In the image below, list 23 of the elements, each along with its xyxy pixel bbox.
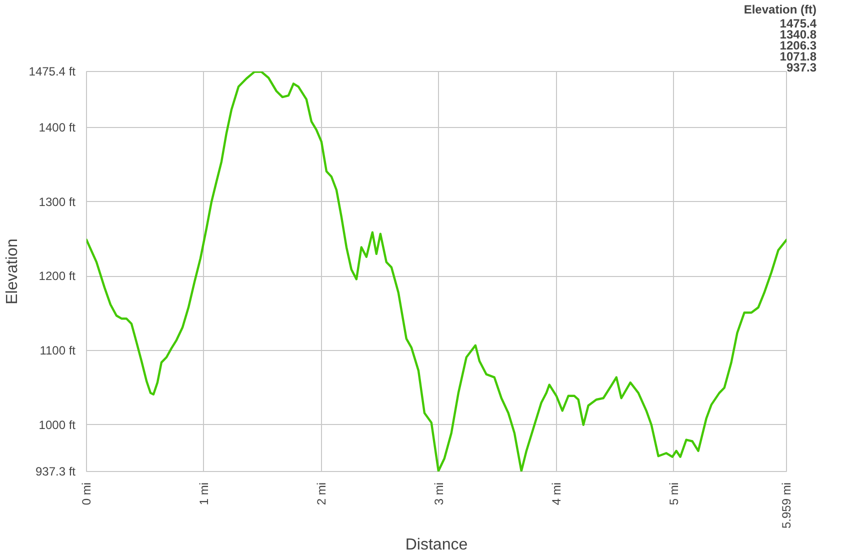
x-tick-label: 1 mi bbox=[196, 482, 211, 506]
x-tick-label: 0 mi bbox=[80, 482, 94, 506]
text: 1475.4 bbox=[780, 16, 817, 30]
y-tick-label: 1300 ft bbox=[38, 194, 76, 209]
text: 1206.3 bbox=[780, 38, 817, 52]
y-tick-label: 937.3 ft bbox=[35, 464, 76, 478]
x-tick-label: 5.959 mi bbox=[780, 482, 794, 529]
line-series bbox=[86, 72, 786, 472]
text: Elevation (ft) bbox=[744, 2, 817, 16]
y-tick-label: 1475.4 ft bbox=[28, 64, 76, 78]
text: 1071.8 bbox=[780, 50, 817, 64]
y-tick-label: 1100 ft bbox=[40, 344, 76, 358]
text: 937.3 bbox=[786, 60, 817, 74]
x-tick-label: 5 mi bbox=[666, 482, 681, 506]
y-tick-label: 1400 ft bbox=[38, 120, 76, 135]
y-axis-title: Elevation bbox=[4, 238, 21, 304]
x-tick-label: 3 mi bbox=[432, 482, 446, 506]
y-tick-label: 1000 ft bbox=[38, 418, 76, 432]
x-tick-label: 4 mi bbox=[549, 482, 564, 506]
y-tick-label: 1200 ft bbox=[38, 269, 76, 284]
text: 1340.8 bbox=[780, 28, 817, 42]
x-axis-title: Distance bbox=[405, 536, 468, 554]
x-tick-label: 2 mi bbox=[314, 482, 328, 506]
